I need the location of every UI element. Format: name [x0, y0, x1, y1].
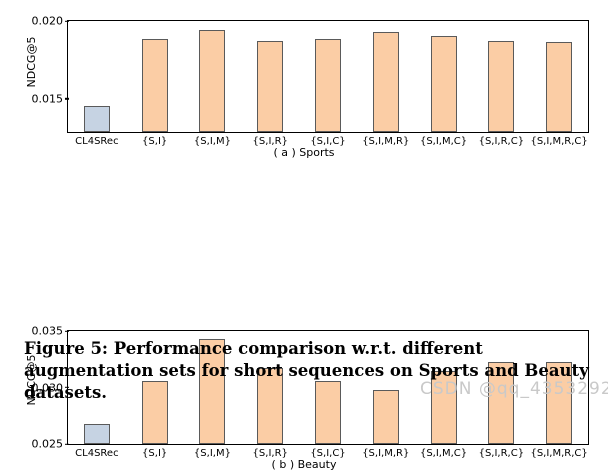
- y-tick-sports-1: 0.020: [32, 15, 69, 28]
- x-tick-label-sports-1: {S,I}: [142, 136, 168, 147]
- x-tick-label-sports-7: {S,I,R,C}: [478, 136, 525, 147]
- chart-panel-beauty: NDCG@5 0.025 0.030 0.035 CL4SRec {S,I} {S,I,M…: [0, 155, 608, 471]
- figure-caption: Figure 5: Performance comparison w.r.t. …: [24, 339, 589, 402]
- bar-sports-2: [199, 29, 226, 132]
- x-tick-label-sports-5: {S,I,M,R}: [362, 136, 410, 147]
- figure-container: NDCG@5 0.015 0.020 CL4SRec {S,I} {S,I,M} {S,I…: [0, 0, 608, 407]
- x-tick-label-sports-6: {S,I,M,C}: [419, 136, 468, 147]
- y-tick-beauty-0: 0.025: [32, 438, 69, 451]
- bar-sports-0: [83, 105, 110, 132]
- y-tick-sports-0: 0.015: [32, 92, 69, 105]
- bar-sports-7: [488, 40, 515, 132]
- x-tick-label-sports-0: CL4SRec: [75, 136, 119, 147]
- bar-sports-4: [315, 38, 341, 132]
- y-axis-label-sports: NDCG@5: [24, 36, 38, 88]
- y-tick-beauty-2: 0.035: [32, 325, 69, 338]
- bar-sports-5: [372, 31, 399, 132]
- x-tick-label-sports-2: {S,I,M}: [193, 136, 231, 147]
- bar-beauty-0: [83, 423, 110, 444]
- bar-sports-3: [257, 40, 284, 132]
- subcaption-sports: ( a ) Sports: [273, 146, 335, 159]
- bar-sports-8: [546, 41, 573, 132]
- chart-panel-sports: NDCG@5 0.015 0.020 CL4SRec {S,I} {S,I,M} {S,I…: [0, 0, 608, 159]
- x-tick-label-sports-3: {S,I,R}: [252, 136, 288, 147]
- bar-sports-1: [141, 38, 168, 132]
- subcaption-beauty: ( b ) Beauty: [271, 458, 337, 471]
- bar-group-sports: [68, 21, 588, 132]
- plot-area-sports: 0.015 0.020 CL4SRec {S,I} {S,I,M} {S,I,R} {S,I…: [32, 15, 589, 147]
- x-tick-label-sports-8: {S,I,M,R,C}: [530, 136, 588, 147]
- y-tick-beauty-1: 0.030: [32, 381, 69, 394]
- x-tick-label-sports-4: {S,I,C}: [310, 136, 346, 147]
- bar-sports-6: [430, 35, 457, 132]
